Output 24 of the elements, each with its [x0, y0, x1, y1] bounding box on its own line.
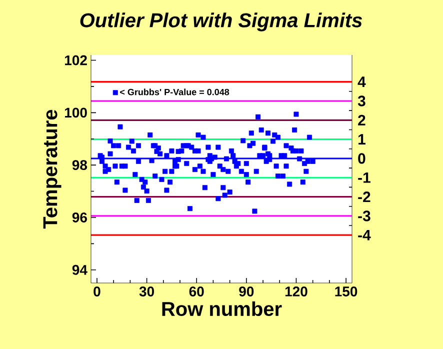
y-axis-title: Temperature	[43, 110, 62, 229]
y-tick-label: 102	[64, 55, 87, 66]
x-axis-title: Row number	[162, 301, 282, 316]
y2-tick-label: 1	[358, 134, 366, 144]
y2-tick-label: -1	[358, 172, 370, 183]
x-tick-label: 30	[139, 286, 154, 296]
y2-tick-label: 2	[358, 114, 366, 126]
x-tick-label: 150	[335, 286, 358, 296]
x-tick-label: 90	[239, 286, 254, 296]
y2-tick-label: 0	[358, 153, 366, 164]
y2-tick-label: 3	[358, 96, 366, 106]
y-tick-label: 94	[72, 264, 88, 275]
y2-tick-label: 4	[358, 76, 366, 87]
y2-tick-label: -2	[358, 192, 370, 202]
x-tick-label: 120	[285, 286, 308, 296]
legend-label: < Grubbs' P-Value = 0.048	[120, 88, 230, 96]
y-tick-label: 100	[64, 108, 87, 118]
y-tick-label: 98	[72, 160, 88, 170]
y-tick-label: 96	[72, 212, 87, 222]
chart-title: Outlier Plot with Sigma Limits	[80, 12, 362, 32]
x-tick-label: 0	[94, 286, 100, 296]
y2-tick-label: -3	[358, 210, 370, 222]
y2-tick-label: -4	[358, 230, 371, 240]
x-tick-label: 60	[189, 286, 204, 296]
